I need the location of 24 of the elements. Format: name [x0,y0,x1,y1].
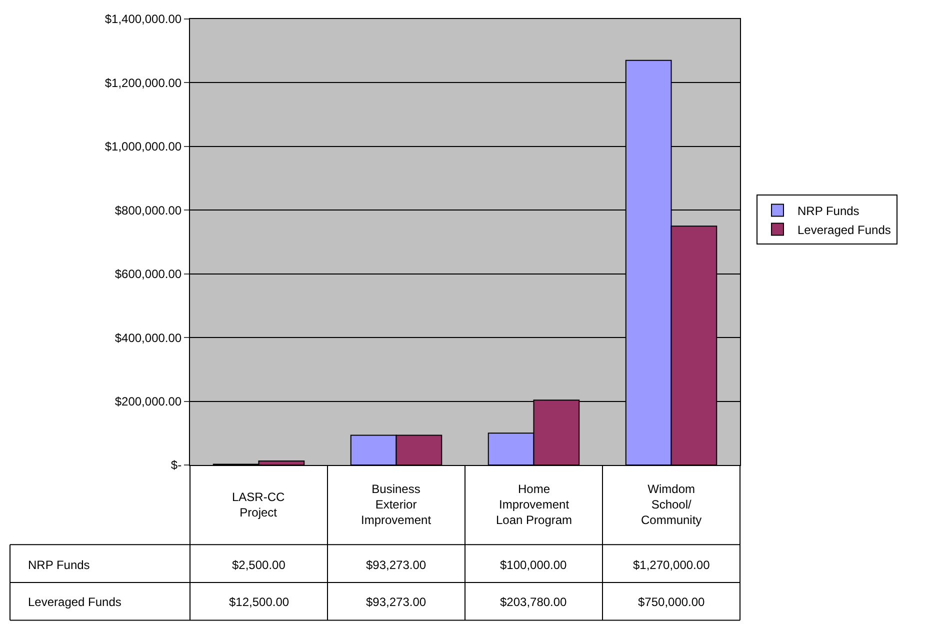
text: NRP Funds [28,558,90,572]
text: Leveraged Funds [28,595,122,609]
data-label: $93,273.00 [366,558,426,572]
x-tick-label: Home Improvement Loan Program [496,482,572,528]
y-tick-label: $1,200,000.00 [104,76,182,90]
y-tick-label: $1,400,000.00 [104,12,182,26]
legend-label: NRP Funds [798,204,860,218]
y-tick-label: $- [170,458,182,472]
data-label: $12,500.00 [229,595,290,609]
x-tick-label: Wimdom School/ Community [641,482,702,528]
data-label: $100,000.00 [500,558,568,572]
y-tick-label: $600,000.00 [114,267,182,282]
y-tick-label: $200,000.00 [114,394,182,408]
data-label: $93,273.00 [366,595,426,609]
y-tick-label: $400,000.00 [114,330,182,345]
legend-label: Leveraged Funds [798,222,891,237]
y-tick-label: $1,000,000.00 [104,140,182,154]
data-label: $750,000.00 [638,595,706,609]
data-label: $2,500.00 [232,558,286,572]
data-label: $1,270,000.00 [633,558,710,572]
data-label: $203,780.00 [500,595,568,609]
x-tick-label: Business Exterior Improvement [361,482,432,528]
y-tick-label: $800,000.00 [114,203,182,218]
x-tick-label: LASR-CC Project [232,490,286,520]
